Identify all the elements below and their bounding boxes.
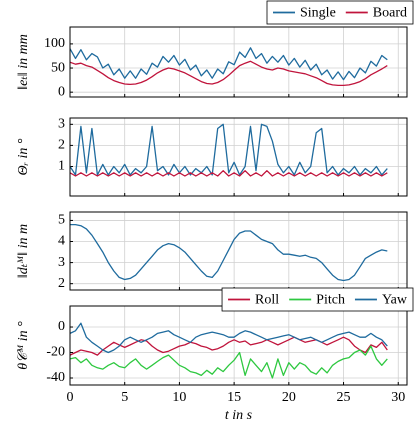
x-tick-label: 20 bbox=[282, 390, 296, 405]
y-axis-label: θ𝒞ᴹ in ° bbox=[16, 321, 31, 370]
series-line bbox=[70, 322, 388, 354]
series-line bbox=[70, 336, 388, 356]
axes-frame bbox=[69, 117, 408, 197]
y-tick-label: 0 bbox=[58, 84, 65, 99]
series-line bbox=[70, 223, 388, 282]
y-tick-label: -40 bbox=[46, 370, 65, 385]
legend-label: Single bbox=[300, 6, 336, 21]
legend-box bbox=[221, 287, 414, 312]
y-axis-label: Θᵣ in ° bbox=[16, 138, 31, 175]
y-tick-label: 100 bbox=[44, 36, 65, 51]
x-tick-label: 15 bbox=[227, 390, 241, 405]
axes-frame bbox=[69, 26, 408, 98]
legend: Single Board bbox=[266, 0, 414, 25]
series-line bbox=[70, 345, 388, 379]
legend-box bbox=[266, 0, 414, 25]
x-tick-label: 30 bbox=[391, 390, 405, 405]
series-line bbox=[70, 60, 388, 87]
legend-label: Pitch bbox=[316, 293, 345, 308]
panel: 0 50 100 ‖eₜ‖ in mm Single Board bbox=[16, 0, 414, 99]
series-line bbox=[70, 47, 388, 81]
y-tick-label: 0 bbox=[58, 319, 65, 334]
y-tick-label: 1 bbox=[58, 159, 65, 174]
y-axis-label: ‖eₜ‖ in mm bbox=[16, 34, 31, 90]
x-tick-label: 10 bbox=[172, 390, 186, 405]
x-tick-label: 5 bbox=[121, 390, 128, 405]
series-line bbox=[70, 170, 388, 177]
legend: Roll Pitch Yaw bbox=[221, 287, 414, 312]
panel: 0 5 10 15 20 25 30 -40 -20 0 θ𝒞ᴹ in ° t in s Roll Pit… bbox=[16, 287, 414, 423]
panel: 1 2 3 Θᵣ in ° bbox=[16, 117, 408, 197]
y-tick-label: 50 bbox=[51, 60, 65, 75]
legend-label: Roll bbox=[255, 293, 279, 308]
y-tick-label: 3 bbox=[58, 255, 65, 270]
y-tick-label: 4 bbox=[58, 234, 65, 249]
legend-label: Board bbox=[373, 6, 407, 21]
y-axis-label: ‖dₜᴹ‖ in m bbox=[16, 224, 31, 278]
y-tick-label: 5 bbox=[58, 213, 65, 228]
series-line bbox=[70, 123, 388, 176]
x-tick-label: 25 bbox=[337, 390, 351, 405]
y-tick-label: 3 bbox=[58, 117, 65, 132]
y-tick-label: 2 bbox=[58, 138, 65, 153]
y-tick-label: 2 bbox=[58, 276, 65, 291]
x-tick-label: 0 bbox=[67, 390, 74, 405]
legend-label: Yaw bbox=[382, 293, 408, 308]
y-tick-label: -20 bbox=[46, 345, 65, 360]
x-axis-label: t in s bbox=[225, 408, 253, 423]
panel: 2 3 4 5 ‖dₜᴹ‖ in m bbox=[16, 211, 408, 291]
